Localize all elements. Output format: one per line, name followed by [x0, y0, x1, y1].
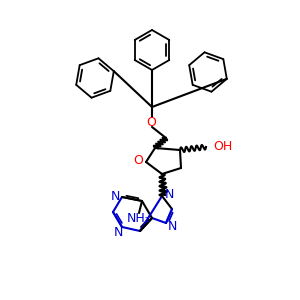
Text: NH₂: NH₂ — [127, 212, 151, 226]
Text: O: O — [146, 116, 156, 128]
Text: N: N — [164, 188, 174, 200]
Text: O: O — [133, 154, 143, 167]
Text: N: N — [113, 226, 123, 238]
Text: N: N — [110, 190, 120, 202]
Text: N: N — [167, 220, 177, 232]
Text: OH: OH — [213, 140, 232, 154]
